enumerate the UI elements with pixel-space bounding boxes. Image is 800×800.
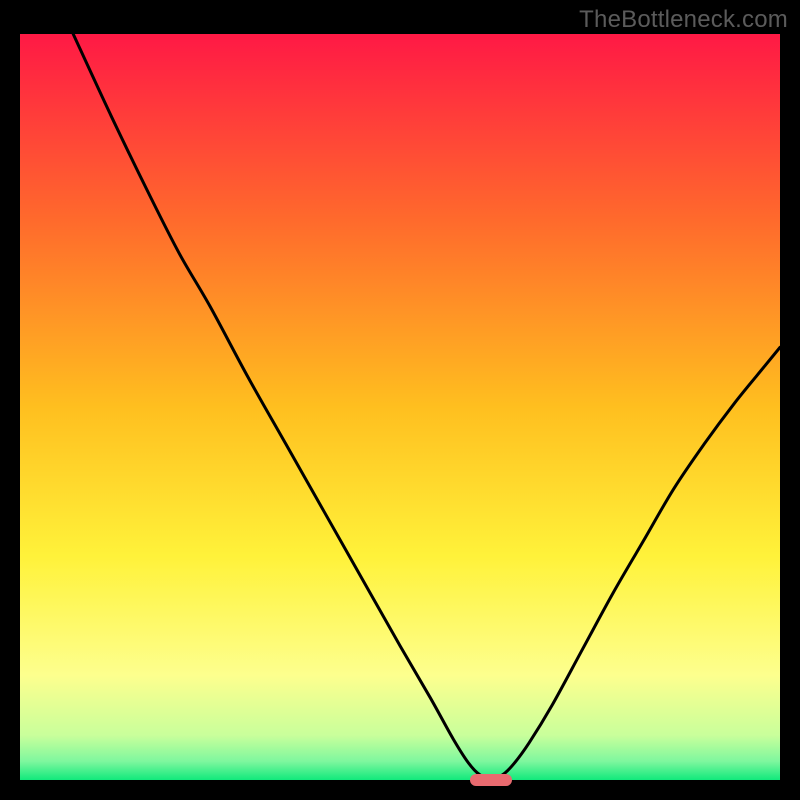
chart-frame: TheBottleneck.com	[0, 0, 800, 800]
gradient-background	[20, 34, 780, 780]
plot-svg	[20, 34, 780, 780]
watermark-text: TheBottleneck.com	[579, 6, 788, 34]
optimum-marker	[470, 774, 512, 786]
plot-area	[20, 34, 780, 780]
